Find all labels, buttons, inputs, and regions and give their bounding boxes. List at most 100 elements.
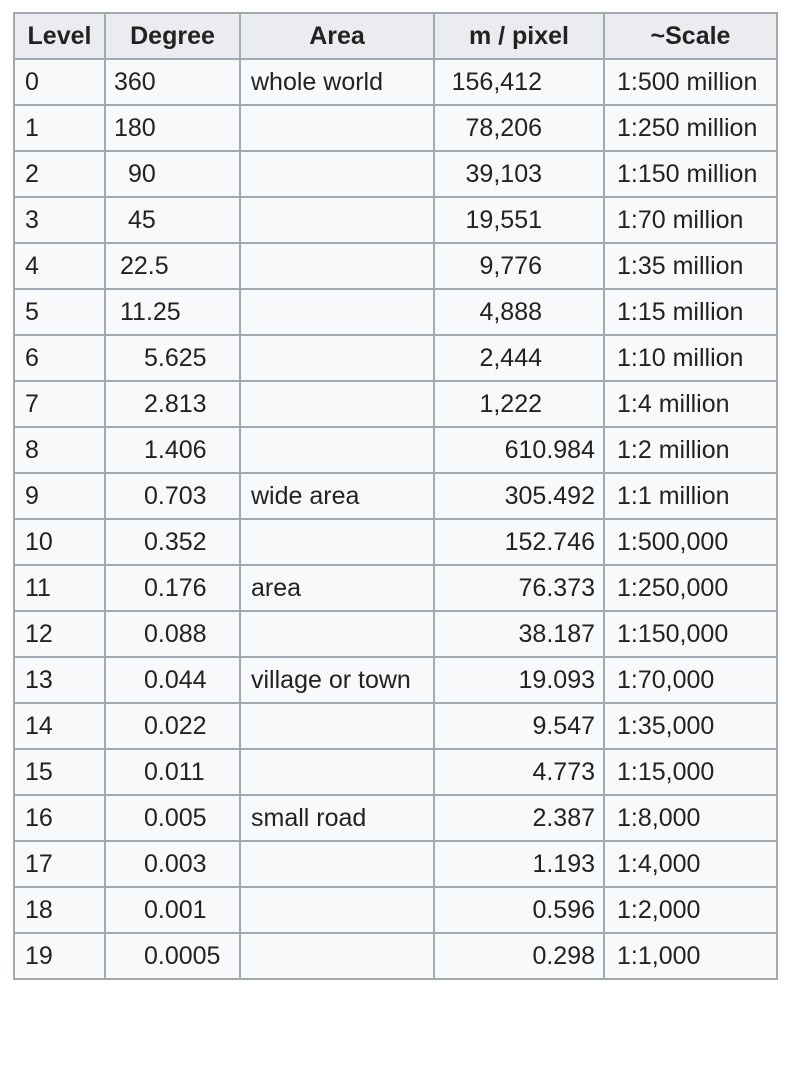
- table-row: 0 360 whole world 156,412 1:500 million: [13, 58, 778, 106]
- area-cell: [239, 196, 435, 244]
- area-cell: village or town: [239, 656, 435, 704]
- level-cell: 17: [13, 840, 106, 888]
- table-row: 1 180 78,206 1:250 million: [13, 104, 778, 152]
- scale-cell: 1:15 million: [603, 288, 778, 336]
- scale-cell: 1:15,000: [603, 748, 778, 796]
- scale-cell: 1:8,000: [603, 794, 778, 842]
- table-row: 15 0.011 4.773 1:15,000: [13, 748, 778, 796]
- level-cell: 11: [13, 564, 106, 612]
- area-cell: [239, 840, 435, 888]
- table-row: 11 0.176 area 76.373 1:250,000: [13, 564, 778, 612]
- degree-cell: 11.25: [104, 288, 241, 336]
- m-per-pixel-cell: 0.596: [433, 886, 605, 934]
- m-per-pixel-cell: 610.984: [433, 426, 605, 474]
- header-scale: ~Scale: [603, 12, 778, 60]
- m-per-pixel-cell: 2.387: [433, 794, 605, 842]
- level-cell: 12: [13, 610, 106, 658]
- table-row: 16 0.005 small road 2.387 1:8,000: [13, 794, 778, 842]
- area-cell: [239, 702, 435, 750]
- header-area: Area: [239, 12, 435, 60]
- degree-cell: 0.703: [104, 472, 241, 520]
- level-cell: 19: [13, 932, 106, 980]
- table-header: Level Degree Area m / pixel ~Scale: [13, 12, 778, 60]
- degree-cell: 5.625: [104, 334, 241, 382]
- level-cell: 10: [13, 518, 106, 566]
- degree-cell: 0.003: [104, 840, 241, 888]
- table-body: 0 360 whole world 156,412 1:500 million 1 180 7…: [13, 58, 778, 980]
- degree-cell: 0.0005: [104, 932, 241, 980]
- area-cell: [239, 104, 435, 152]
- area-cell: [239, 886, 435, 934]
- level-cell: 13: [13, 656, 106, 704]
- scale-cell: 1:70 million: [603, 196, 778, 244]
- m-per-pixel-cell: 76.373: [433, 564, 605, 612]
- scale-cell: 1:70,000: [603, 656, 778, 704]
- m-per-pixel-cell: 38.187: [433, 610, 605, 658]
- table-row: 5 11.25 4,888 1:15 million: [13, 288, 778, 336]
- degree-cell: 22.5: [104, 242, 241, 290]
- area-cell: [239, 288, 435, 336]
- scale-cell: 1:1,000: [603, 932, 778, 980]
- level-cell: 16: [13, 794, 106, 842]
- m-per-pixel-cell: 152.746: [433, 518, 605, 566]
- degree-cell: 360: [104, 58, 241, 106]
- level-cell: 4: [13, 242, 106, 290]
- header-m-per-pixel: m / pixel: [433, 12, 605, 60]
- area-cell: [239, 150, 435, 198]
- table-row: 4 22.5 9,776 1:35 million: [13, 242, 778, 290]
- table-row: 18 0.001 0.596 1:2,000: [13, 886, 778, 934]
- area-cell: [239, 748, 435, 796]
- area-cell: [239, 610, 435, 658]
- degree-cell: 90: [104, 150, 241, 198]
- table-row: 12 0.088 38.187 1:150,000: [13, 610, 778, 658]
- level-cell: 1: [13, 104, 106, 152]
- scale-cell: 1:250,000: [603, 564, 778, 612]
- m-per-pixel-cell: 39,103: [433, 150, 605, 198]
- level-cell: 7: [13, 380, 106, 428]
- scale-cell: 1:250 million: [603, 104, 778, 152]
- table-row: 13 0.044 village or town 19.093 1:70,000: [13, 656, 778, 704]
- area-cell: wide area: [239, 472, 435, 520]
- scale-cell: 1:150 million: [603, 150, 778, 198]
- scale-cell: 1:2,000: [603, 886, 778, 934]
- m-per-pixel-cell: 305.492: [433, 472, 605, 520]
- m-per-pixel-cell: 9,776: [433, 242, 605, 290]
- m-per-pixel-cell: 19,551: [433, 196, 605, 244]
- level-cell: 5: [13, 288, 106, 336]
- scale-cell: 1:35,000: [603, 702, 778, 750]
- header-level: Level: [13, 12, 106, 60]
- m-per-pixel-cell: 156,412: [433, 58, 605, 106]
- scale-cell: 1:35 million: [603, 242, 778, 290]
- level-cell: 18: [13, 886, 106, 934]
- scale-cell: 1:1 million: [603, 472, 778, 520]
- header-row: Level Degree Area m / pixel ~Scale: [13, 12, 778, 60]
- level-cell: 9: [13, 472, 106, 520]
- table-row: 6 5.625 2,444 1:10 million: [13, 334, 778, 382]
- level-cell: 8: [13, 426, 106, 474]
- scale-cell: 1:4 million: [603, 380, 778, 428]
- degree-cell: 180: [104, 104, 241, 152]
- m-per-pixel-cell: 0.298: [433, 932, 605, 980]
- area-cell: whole world: [239, 58, 435, 106]
- header-degree: Degree: [104, 12, 241, 60]
- m-per-pixel-cell: 1.193: [433, 840, 605, 888]
- scale-cell: 1:500 million: [603, 58, 778, 106]
- table-row: 17 0.003 1.193 1:4,000: [13, 840, 778, 888]
- area-cell: small road: [239, 794, 435, 842]
- table-row: 3 45 19,551 1:70 million: [13, 196, 778, 244]
- level-cell: 6: [13, 334, 106, 382]
- area-cell: [239, 334, 435, 382]
- table-row: 7 2.813 1,222 1:4 million: [13, 380, 778, 428]
- table-row: 8 1.406 610.984 1:2 million: [13, 426, 778, 474]
- area-cell: [239, 242, 435, 290]
- scale-cell: 1:150,000: [603, 610, 778, 658]
- scale-cell: 1:2 million: [603, 426, 778, 474]
- table-row: 10 0.352 152.746 1:500,000: [13, 518, 778, 566]
- scale-cell: 1:10 million: [603, 334, 778, 382]
- m-per-pixel-cell: 9.547: [433, 702, 605, 750]
- degree-cell: 0.176: [104, 564, 241, 612]
- level-cell: 3: [13, 196, 106, 244]
- m-per-pixel-cell: 4,888: [433, 288, 605, 336]
- degree-cell: 0.001: [104, 886, 241, 934]
- area-cell: [239, 518, 435, 566]
